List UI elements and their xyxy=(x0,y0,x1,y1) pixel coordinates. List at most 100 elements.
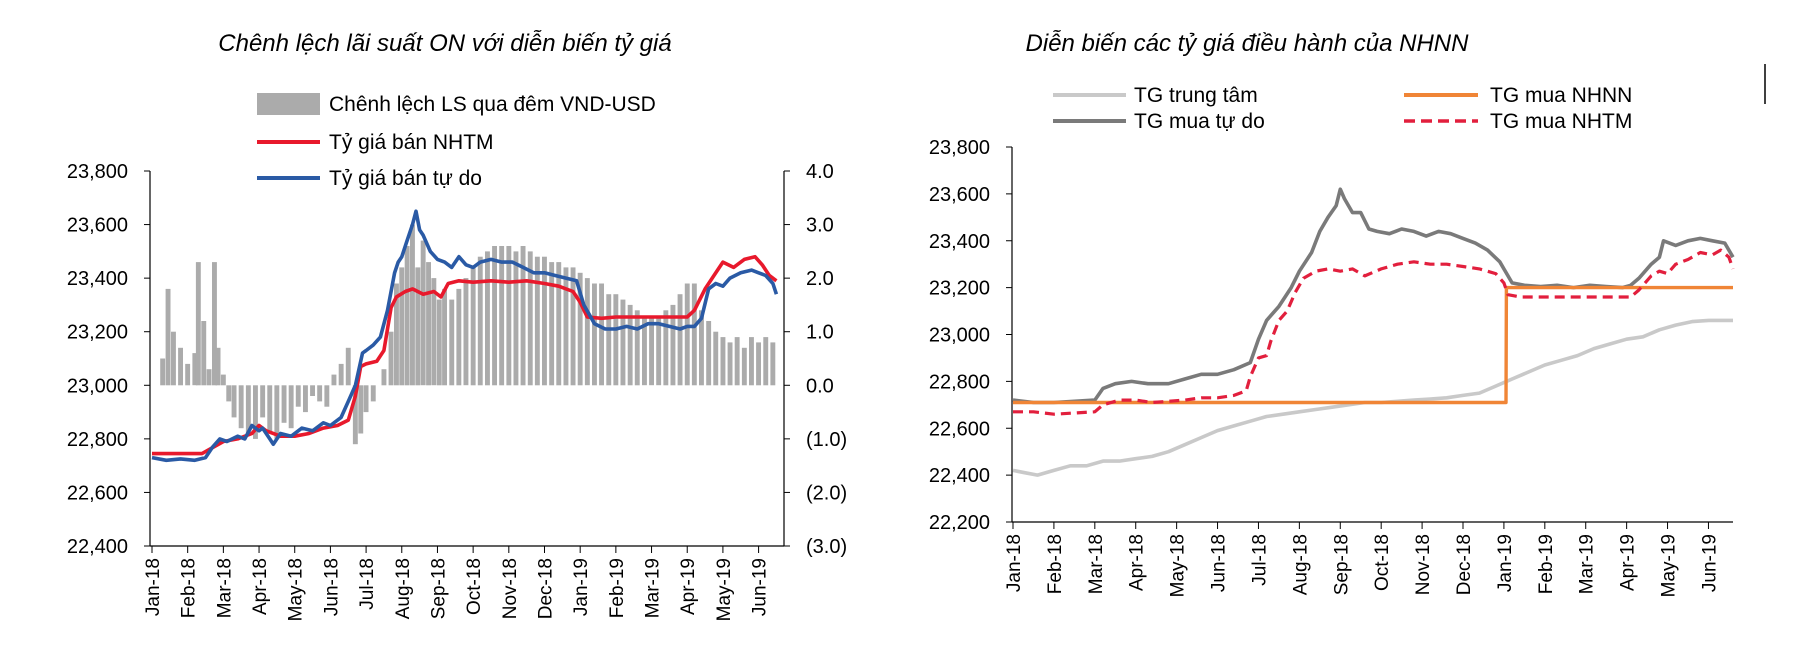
gap-bar-2 xyxy=(171,331,176,386)
right-chart-x-tick-label-10: Nov-18 xyxy=(1413,534,1434,595)
right-y-ticks: (3.0) (2.0) (1.0) 0.0 1.0 2.0 3.0 4.0 xyxy=(784,161,847,558)
right-chart-x-tick-label-11: Dec-18 xyxy=(1454,534,1475,595)
gap-bar-66 xyxy=(592,283,597,386)
gap-bar-24 xyxy=(310,385,315,396)
right-chart-x-tick-label-9: Oct-18 xyxy=(1372,534,1393,591)
gap-bar-39 xyxy=(410,224,415,386)
right-chart-x-tick-label-16: May-19 xyxy=(1659,534,1680,597)
gap-bar-21 xyxy=(288,385,294,429)
gap-bar-86 xyxy=(734,337,740,386)
right-chart-y-tick-label-2: 22,600 xyxy=(929,418,990,440)
legend-label-sbv-buy: TG mua NHNN xyxy=(1490,84,1632,107)
gap-bar-15 xyxy=(245,385,251,434)
gap-bar-85 xyxy=(727,342,733,386)
line-tg-mua-nhtm xyxy=(1013,248,1735,416)
gap-bar-87 xyxy=(741,347,747,386)
gap-bar-60 xyxy=(549,262,555,386)
gap-bar-47 xyxy=(456,288,462,386)
right-chart: Diễn biến các tỷ giá điều hành của NHNN … xyxy=(929,29,1766,597)
x-tick-label-17: Jun-19 xyxy=(750,558,771,616)
right-chart-y-tick-label-3: 22,800 xyxy=(929,371,990,393)
gap-bar-4 xyxy=(185,363,191,386)
gap-bar-64 xyxy=(577,272,583,386)
right-chart-y-tick-label-8: 23,800 xyxy=(929,137,990,159)
gap-bar-80 xyxy=(691,283,697,386)
gap-bar-67 xyxy=(599,283,604,386)
gap-bar-79 xyxy=(684,283,690,386)
gap-bar-7 xyxy=(201,321,207,386)
gap-bar-30 xyxy=(352,385,358,445)
legend-label-nhtm-buy: TG mua NHTM xyxy=(1490,110,1632,133)
gap-bar-41 xyxy=(420,240,426,386)
right-y-tick-label-3: 0.0 xyxy=(806,375,834,397)
line-ty-gia-ban-tu-do xyxy=(151,209,779,463)
right-chart-x-tick-label-7: Aug-18 xyxy=(1290,534,1311,595)
right-chart-x-ticks: Jan-18 Feb-18 Mar-18 Apr-18 May-18 Jun-18 Jul-… xyxy=(1004,522,1721,597)
left-chart-title: Chênh lệch lãi suất ON với diễn biến tỷ … xyxy=(218,29,671,57)
gap-bar-50 xyxy=(477,256,483,386)
gap-bar-62 xyxy=(563,267,569,386)
x-tick-label-12: Jan-19 xyxy=(571,558,592,616)
gap-bar-56 xyxy=(520,246,526,386)
gap-bar-49 xyxy=(470,267,476,386)
left-chart: Chênh lệch lãi suất ON với diễn biến tỷ … xyxy=(67,29,847,621)
right-y-tick-label-5: 2.0 xyxy=(806,268,834,290)
gap-bar-69 xyxy=(613,294,619,386)
gap-bar-55 xyxy=(513,251,519,386)
gap-bar-0 xyxy=(160,358,166,386)
gap-bar-1 xyxy=(165,288,171,386)
gap-bar-35 xyxy=(388,331,394,386)
x-tick-label-5: Jun-18 xyxy=(321,558,342,616)
gap-bar-42 xyxy=(426,262,431,386)
right-chart-x-tick-label-15: Apr-19 xyxy=(1618,534,1639,591)
gap-bar-11 xyxy=(220,374,226,386)
legend-label-free-sell: Tỷ giá bán tự do xyxy=(329,167,482,190)
left-y-tick-label-0: 22,400 xyxy=(67,536,128,558)
x-tick-label-13: Feb-19 xyxy=(607,558,628,618)
right-lines xyxy=(1012,187,1735,477)
x-tick-label-4: May-18 xyxy=(286,558,307,621)
right-chart-x-tick-label-12: Jan-19 xyxy=(1495,534,1516,592)
gap-bar-53 xyxy=(499,246,505,386)
gap-bar-46 xyxy=(449,299,455,386)
left-y-tick-label-3: 23,000 xyxy=(67,375,128,397)
gap-bar-13 xyxy=(231,385,237,418)
right-chart-x-tick-label-3: Apr-18 xyxy=(1127,534,1148,591)
gap-bar-10 xyxy=(215,347,221,386)
right-chart-y-ticks: 22,200 22,400 22,600 22,800 23,000 23,200 23,4… xyxy=(929,137,1012,534)
gap-bar-25 xyxy=(317,385,323,402)
line-tg-mua-tu-do xyxy=(1012,187,1735,405)
gap-bar-23 xyxy=(303,385,308,413)
gap-bar-82 xyxy=(706,321,712,386)
gap-bar-54 xyxy=(506,246,512,386)
line-tg-trung-tam xyxy=(1012,318,1733,477)
right-chart-x-tick-label-17: Jun-19 xyxy=(1700,534,1721,592)
gap-bar-14 xyxy=(238,385,244,429)
right-chart-x-tick-label-1: Feb-18 xyxy=(1045,534,1066,594)
right-chart-title: Diễn biến các tỷ giá điều hành của NHNN xyxy=(1026,29,1470,57)
gap-bar-20 xyxy=(281,385,287,423)
gap-bar-59 xyxy=(542,256,547,386)
x-tick-label-1: Feb-18 xyxy=(179,558,200,618)
gap-bar-22 xyxy=(295,385,301,407)
legend-label-nhtm-sell: Tỷ giá bán NHTM xyxy=(329,131,494,154)
gap-bar-78 xyxy=(677,294,683,386)
gap-bar-32 xyxy=(363,385,369,413)
gap-bar-57 xyxy=(527,251,533,386)
gap-bars-series xyxy=(160,224,776,445)
right-chart-x-tick-label-13: Feb-19 xyxy=(1536,534,1557,594)
gap-bar-90 xyxy=(763,337,769,386)
right-chart-x-tick-label-6: Jul-18 xyxy=(1250,534,1271,586)
right-y-tick-label-7: 4.0 xyxy=(806,161,834,183)
gap-bar-74 xyxy=(649,315,654,386)
left-y-tick-label-1: 22,600 xyxy=(67,482,128,504)
right-chart-x-tick-label-4: May-18 xyxy=(1168,534,1189,597)
x-tick-label-14: Mar-19 xyxy=(643,558,664,618)
gap-bar-52 xyxy=(492,246,497,386)
gap-bar-44 xyxy=(436,299,442,386)
right-y-tick-label-6: 3.0 xyxy=(806,215,834,237)
x-tick-label-3: Apr-18 xyxy=(250,558,271,615)
left-y-tick-label-2: 22,800 xyxy=(67,429,128,451)
gap-bar-75 xyxy=(656,315,662,386)
